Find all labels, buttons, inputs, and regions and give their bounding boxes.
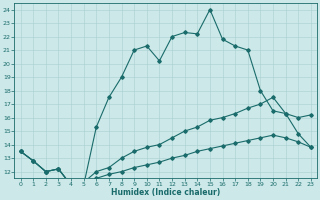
X-axis label: Humidex (Indice chaleur): Humidex (Indice chaleur) bbox=[111, 188, 220, 197]
